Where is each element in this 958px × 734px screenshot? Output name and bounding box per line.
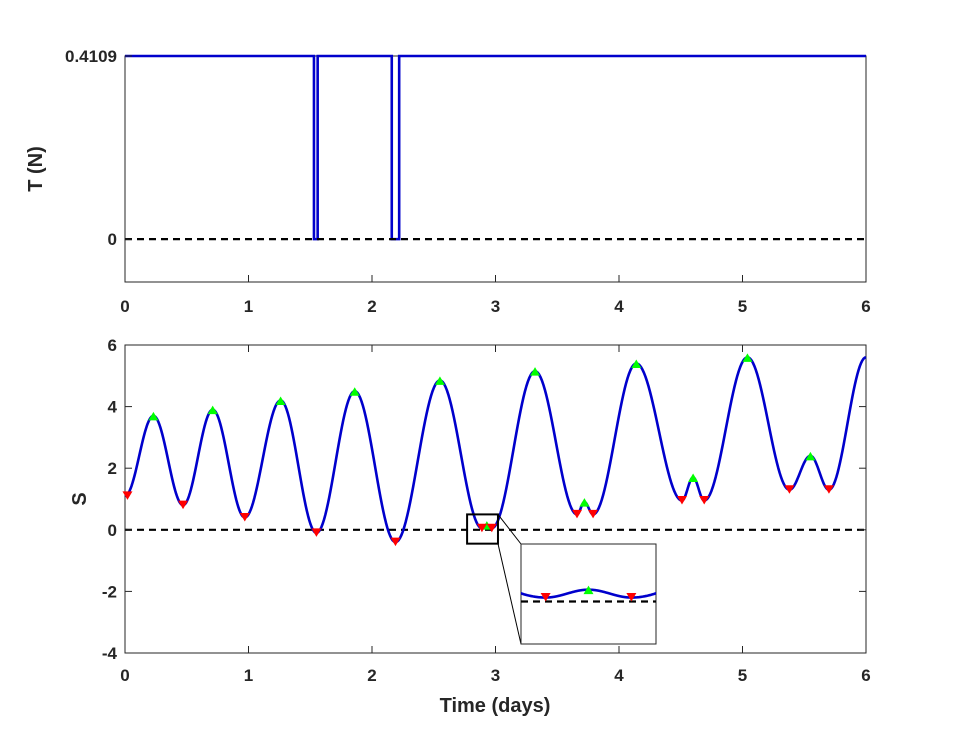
s-local-maximum-marker <box>805 451 816 461</box>
thrust-x-tick-label: 6 <box>861 297 870 316</box>
s-y-tick-label: 2 <box>108 459 117 478</box>
s-local-maximum-marker <box>742 353 753 362</box>
inset-local-maximum-marker <box>583 585 594 595</box>
s-local-maximum-marker <box>148 411 159 421</box>
s-local-minimum-marker <box>823 485 834 494</box>
thrust-y-axis-label: T (N) <box>25 146 47 192</box>
thrust-x-tick-label: 0 <box>120 297 129 316</box>
s-local-maximum-marker <box>207 405 218 415</box>
s-y-tick-label: -4 <box>102 644 118 663</box>
thrust-x-tick-label: 4 <box>614 297 624 316</box>
s-x-tick-label: 6 <box>861 666 870 685</box>
s-y-axis-label: S <box>69 492 91 505</box>
zoom-connector-line <box>497 514 522 545</box>
s-local-maximum-marker <box>631 359 642 368</box>
s-local-minimum-marker <box>486 523 497 533</box>
s-local-maximum-marker <box>579 498 590 507</box>
thrust-x-tick-label: 5 <box>738 297 747 316</box>
s-local-minimum-marker <box>239 512 250 522</box>
thrust-y-tick-labels: 0 0.4109 <box>65 47 132 249</box>
zoom-inset <box>466 513 657 645</box>
inset-local-minimum-marker <box>540 593 551 602</box>
s-plot-area <box>122 353 867 547</box>
s-local-minimum-marker <box>784 485 795 494</box>
s-local-minimum-marker <box>122 491 133 500</box>
s-series-line <box>124 356 867 544</box>
inset-plot-area <box>521 585 656 603</box>
s-x-tick-label: 1 <box>244 666 253 685</box>
thrust-x-tick-label: 2 <box>367 297 376 316</box>
s-local-minimum-marker <box>676 496 687 505</box>
s-local-minimum-marker <box>178 500 189 510</box>
zoom-region-box <box>466 513 499 545</box>
inset-local-minimum-marker <box>626 593 637 602</box>
s-local-maximum-marker <box>688 473 699 482</box>
thrust-x-tick-labels: 0 1 2 3 4 5 6 <box>120 275 871 316</box>
thrust-x-tick-label: 3 <box>491 297 500 316</box>
s-x-tick-label: 0 <box>120 666 129 685</box>
s-y-tick-label: 0 <box>108 521 117 540</box>
s-x-tick-label: 5 <box>738 666 747 685</box>
zoom-connector-line <box>497 543 522 645</box>
s-local-maximum-marker <box>275 396 286 405</box>
thrust-panel: 0 1 2 3 4 5 6 0 0.4109 T (N) <box>25 47 871 316</box>
thrust-y-tick-label: 0 <box>108 230 117 249</box>
s-local-minimum-marker <box>572 509 583 519</box>
s-y-tick-labels: -4 -2 0 2 4 6 <box>102 336 866 663</box>
s-y-tick-label: -2 <box>102 582 117 601</box>
thrust-plot-area <box>125 54 866 241</box>
s-local-minimum-marker <box>390 537 401 547</box>
s-y-tick-label: 4 <box>108 398 118 417</box>
s-local-maximum-marker <box>349 387 360 396</box>
s-local-minimum-marker <box>311 528 322 537</box>
s-y-tick-label: 6 <box>108 336 117 355</box>
s-x-axis-label: Time (days) <box>440 695 551 717</box>
s-local-maximum-marker <box>530 367 541 376</box>
thrust-series-line <box>125 54 866 241</box>
s-x-tick-labels: 0 1 2 3 4 5 6 <box>120 345 871 685</box>
s-panel: 0 1 2 3 4 5 6 -4 -2 0 2 4 6 S Time (days) <box>69 336 871 717</box>
s-local-maximum-marker <box>434 376 445 385</box>
s-x-tick-label: 2 <box>367 666 376 685</box>
s-x-tick-label: 4 <box>614 666 624 685</box>
s-local-minimum-marker <box>699 496 710 505</box>
thrust-axes-frame <box>124 55 867 283</box>
thrust-y-tick-label: 0.4109 <box>65 47 117 66</box>
s-x-tick-label: 3 <box>491 666 500 685</box>
s-local-minimum-marker <box>588 509 599 519</box>
thrust-x-tick-label: 1 <box>244 297 253 316</box>
s-local-minimum-marker <box>476 523 487 533</box>
